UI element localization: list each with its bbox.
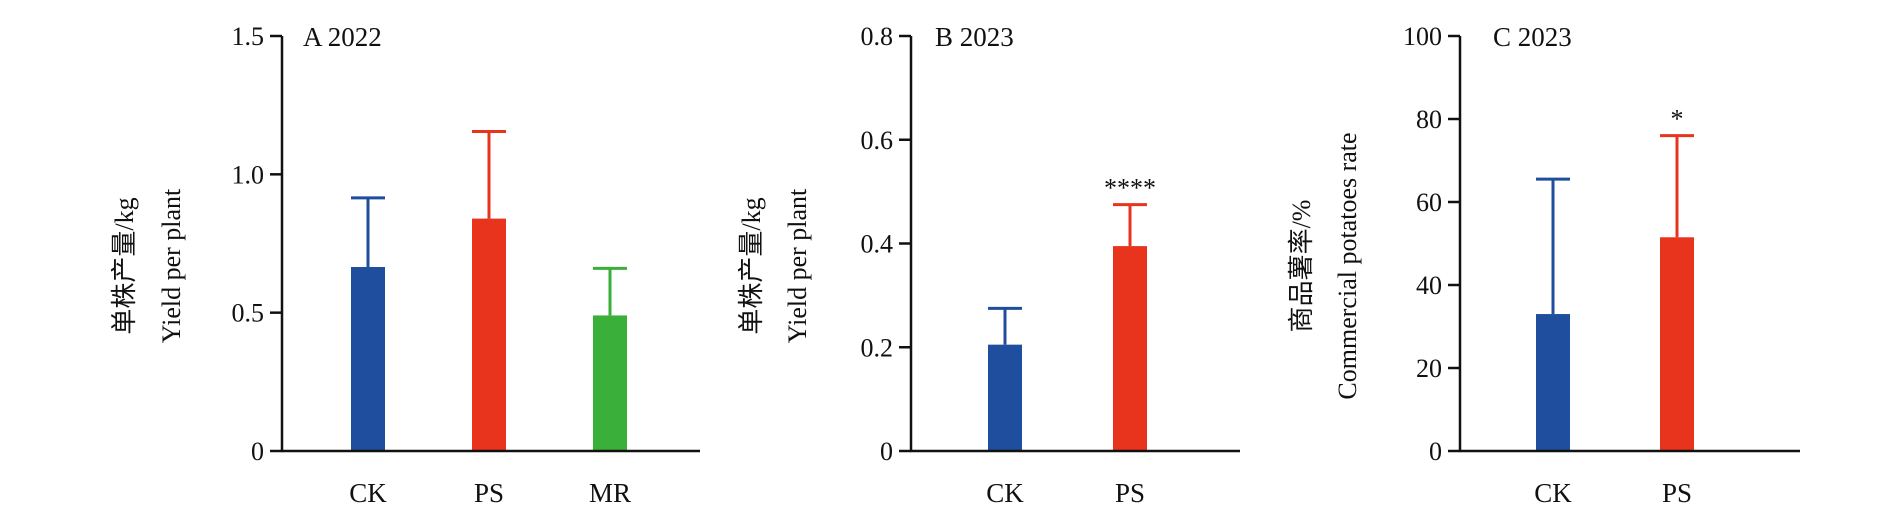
panel-c-bar-ck [1536,314,1570,451]
panel-c-plot: CK * PS 0 20 40 60 80 100 [1403,22,1800,508]
panel-c-ytick-label-0: 0 [1429,437,1442,466]
panel-a-bar-ck [351,267,385,451]
panel-b-ylabel-cn: 单株产量/kg [737,197,766,334]
panel-c-category-ck: CK [1534,478,1572,508]
panel-b-ytick-label-2: 0.4 [861,230,894,259]
panel-c: C 2023 商品薯率/% Commercial potatoes rate C… [1287,22,1800,508]
panel-b-ytick-label-4: 0.8 [861,22,894,51]
panel-c-category-ps: PS [1662,478,1692,508]
panel-b-ytick-label-3: 0.6 [861,126,894,155]
panel-c-bar-ps [1660,237,1694,451]
panel-a-ylabel: Yield per plant [157,188,186,343]
panel-a: A 2022 单株产量/kg Yield per plant CK PS MR 0 0.… [110,22,700,508]
panel-b-bar-ck [988,344,1022,451]
panel-b-significance-ps: **** [1104,174,1156,203]
panel-a-category-ck: CK [349,478,387,508]
panel-b: B 2023 单株产量/kg Yield per plant CK **** PS 0… [737,22,1240,508]
panel-c-ytick-label-2: 40 [1416,271,1442,300]
panel-b-ytick-label-1: 0.2 [861,333,894,362]
panel-c-ytick-label-3: 60 [1416,188,1442,217]
panel-a-ylabel-cn: 单株产量/kg [110,197,139,334]
panel-c-ytick-label-5: 100 [1403,22,1442,51]
panel-a-category-mr: MR [589,478,631,508]
panel-b-ytick-label-0: 0 [880,437,893,466]
panel-b-ylabel: Yield per plant [783,188,812,343]
panel-a-title: A 2022 [303,22,382,52]
panel-b-category-ps: PS [1115,478,1145,508]
panel-a-bar-mr [593,315,627,451]
panel-a-ytick-label-3: 1.5 [232,22,265,51]
panel-b-plot: CK **** PS 0 0.2 0.4 0.6 0.8 [861,22,1240,508]
panel-b-title: B 2023 [935,22,1014,52]
panel-c-significance-ps: * [1671,105,1684,134]
panel-a-ytick-label-2: 1.0 [232,160,265,189]
panel-c-ylabel: Commercial potatoes rate [1333,132,1362,399]
panel-c-ytick-label-4: 80 [1416,105,1442,134]
panel-a-ytick-label-1: 0.5 [232,299,265,328]
panel-b-category-ck: CK [986,478,1024,508]
panel-c-ylabel-cn: 商品薯率/% [1287,200,1316,333]
panel-a-category-ps: PS [474,478,504,508]
panel-c-ytick-label-1: 20 [1416,354,1442,383]
panel-b-bar-ps [1113,246,1147,451]
panel-a-ytick-label-0: 0 [251,437,264,466]
panel-a-bar-ps [472,218,506,451]
panel-c-title: C 2023 [1493,22,1572,52]
panel-a-plot: CK PS MR 0 0.5 1.0 1.5 [232,22,700,508]
